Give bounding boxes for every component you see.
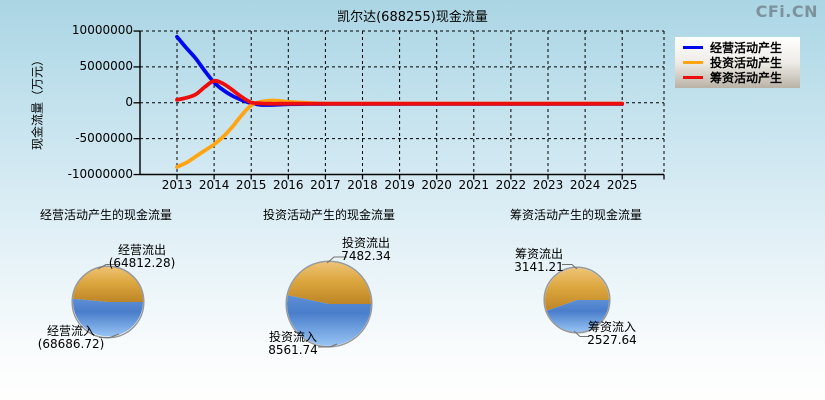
- pie-slice-inflow: [73, 298, 143, 337]
- x-tick-label: 2015: [235, 178, 267, 192]
- y-tick-label: 0: [125, 94, 133, 109]
- x-tick-label: 2020: [421, 178, 452, 192]
- pie-label-value: 3141.21: [514, 259, 564, 274]
- legend-item-label: 筹资活动产生: [710, 71, 783, 85]
- pie-label-leader: [573, 330, 589, 338]
- section-title-investing: 投资活动产生的现金流量: [263, 208, 396, 222]
- x-tick-label: 2019: [384, 178, 415, 192]
- pie-label-value: 8561.74: [268, 342, 318, 357]
- x-tick-label: 2022: [495, 178, 527, 192]
- pie-slice-outflow: [545, 268, 609, 311]
- pie-label-investing-outflow: 投资流出 7482.34: [311, 237, 421, 262]
- x-tick-label: 2024: [569, 178, 601, 192]
- section-title-financing: 筹资活动产生的现金流量: [510, 208, 643, 222]
- legend-line-swatch-red: [683, 76, 703, 79]
- x-tick-label: 2013: [161, 178, 193, 192]
- y-tick-label: 5000000: [79, 58, 133, 73]
- pie-label-financing-inflow: 筹资流入 2527.64: [557, 321, 667, 346]
- pie-label-operating-outflow: 经营流出 (64812.28): [87, 244, 197, 269]
- pie-label-financing-outflow: 筹资流出 3141.21: [484, 248, 594, 273]
- legend-item-label: 投资活动产生: [710, 56, 783, 70]
- pie-slice-outflow: [73, 266, 144, 302]
- y-tick-label: -5000000: [75, 130, 133, 145]
- pie-label-text: 筹资流出: [514, 247, 563, 261]
- pie-label-operating-inflow: 经营流入 (68686.72): [16, 325, 126, 350]
- pie-label-leader-lines: [97, 256, 589, 348]
- pie-label-value: 2527.64: [587, 332, 637, 347]
- y-tick-label: 10000000: [71, 23, 133, 38]
- x-tick-label: 2017: [310, 178, 341, 192]
- pie-label-leader: [99, 333, 120, 339]
- pie-label-leader: [318, 343, 338, 348]
- cfi-cn-watermark: CFi.CN: [755, 2, 818, 21]
- pie-label-leader: [326, 256, 347, 264]
- line-chart-series: [175, 34, 625, 169]
- y-tick-label: -10000000: [67, 166, 133, 181]
- legend: 经营活动产生 投资活动产生 筹资活动产生: [675, 37, 800, 88]
- x-tick-label: 2018: [347, 178, 378, 192]
- legend-item-investing: 投资活动产生: [675, 55, 800, 70]
- legend-line-swatch-orange: [683, 61, 703, 64]
- pie-label-value: (64812.28): [108, 255, 176, 270]
- series-line-经营活动产生: [175, 34, 625, 107]
- legend-item-financing: 筹资活动产生: [675, 70, 800, 85]
- chart-title: 凯尔达(688255)现金流量: [337, 10, 488, 25]
- pie-label-value: 7482.34: [341, 248, 391, 263]
- series-line-筹资活动产生: [175, 78, 625, 106]
- pie-outline-ring: [543, 266, 611, 334]
- line-chart-axes: [133, 30, 665, 180]
- section-title-operating: 经营活动产生的现金流量: [40, 208, 173, 222]
- pie-slice-inflow: [287, 295, 371, 346]
- legend-item-operating: 经营活动产生: [675, 40, 800, 55]
- pie-slice-inflow: [546, 300, 610, 333]
- pie-label-investing-inflow: 投资流入 8561.74: [238, 331, 348, 356]
- pie-charts: [71, 260, 611, 348]
- x-tick-label: 2014: [198, 178, 230, 192]
- x-tick-label: 2025: [606, 178, 638, 192]
- legend-item-label: 经营活动产生: [710, 41, 783, 55]
- pie-label-value: (68686.72): [37, 336, 105, 351]
- pie-label-text: 筹资流入: [587, 320, 636, 334]
- x-tick-label: 2016: [273, 178, 304, 192]
- pie-label-leader: [97, 263, 120, 270]
- pie-label-text: 投资流入: [268, 330, 317, 344]
- x-tick-label: 2023: [532, 178, 564, 192]
- pie-label-text: 投资流出: [341, 236, 390, 250]
- pie-label-text: 经营流入: [46, 324, 95, 338]
- pie-slice-outflow: [287, 261, 372, 304]
- legend-line-swatch-blue: [683, 46, 703, 49]
- pie-label-text: 经营流出: [117, 243, 166, 257]
- pie-label-leader: [562, 263, 578, 270]
- x-tick-label: 2021: [458, 178, 490, 192]
